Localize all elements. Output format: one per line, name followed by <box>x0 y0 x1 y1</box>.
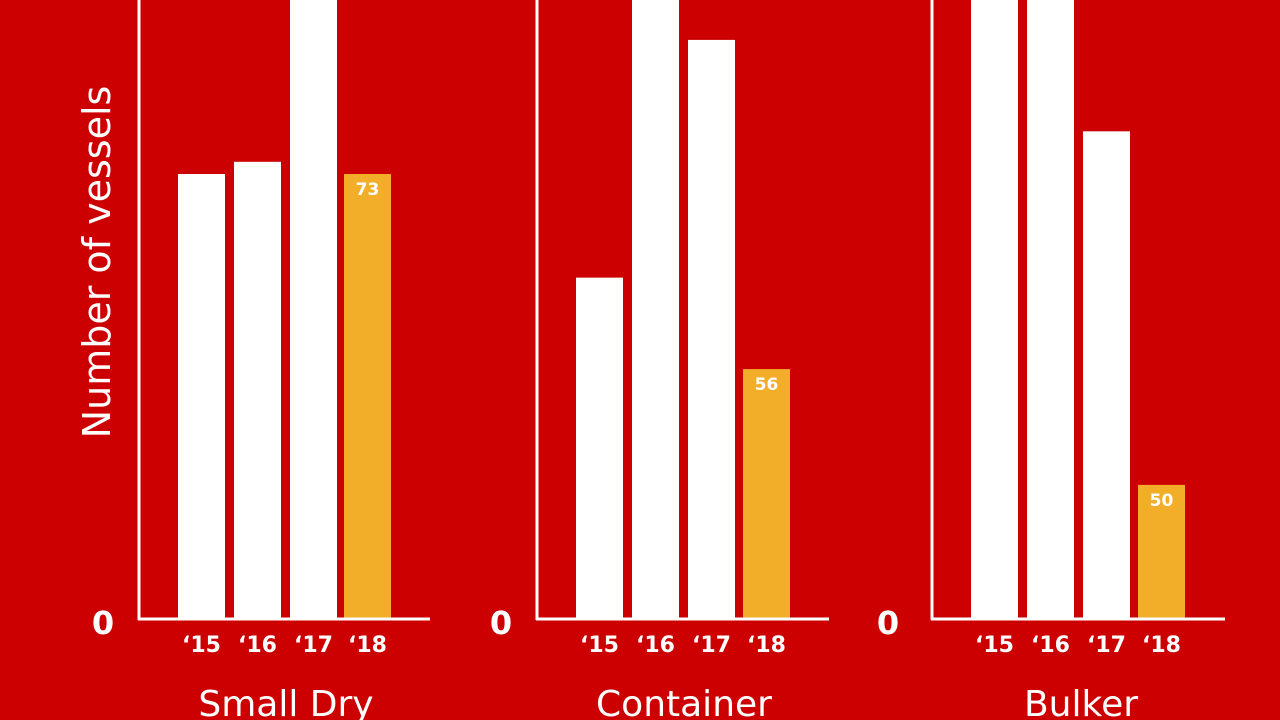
bar <box>1027 0 1074 619</box>
panel-title: Small Dry <box>198 684 373 720</box>
panel-bulker: ‘15 ‘16 ‘17 50 ‘18 0 Bulker <box>877 0 1225 720</box>
bar <box>971 0 1018 619</box>
data-label: 73 <box>356 180 380 200</box>
panel-title: Container <box>596 684 772 720</box>
bar <box>178 174 225 619</box>
chart-panels: ‘15 ‘16 ‘17 73 ‘18 0 Small Dry ‘15 ‘16 ‘17 56 ‘18 0 C… <box>92 0 1225 720</box>
y-axis-title: Number of vessels <box>75 86 119 439</box>
y-zero-label: 0 <box>877 604 899 642</box>
bar <box>688 39 735 620</box>
bar <box>344 174 391 619</box>
data-label: 50 <box>1150 491 1174 511</box>
bar <box>1083 131 1130 619</box>
y-zero-label: 0 <box>92 604 114 642</box>
y-zero-label: 0 <box>490 604 512 642</box>
x-tick-label: ‘17 <box>1087 633 1126 658</box>
x-tick-label: ‘18 <box>1142 633 1181 658</box>
x-tick-label: ‘15 <box>580 633 619 658</box>
x-tick-label: ‘18 <box>747 633 786 658</box>
bar <box>632 0 679 620</box>
panel-small-dry: ‘15 ‘16 ‘17 73 ‘18 0 Small Dry <box>92 0 430 720</box>
bar <box>234 161 281 619</box>
x-tick-label: ‘15 <box>975 633 1014 658</box>
bar <box>290 0 337 619</box>
x-tick-label: ‘16 <box>1031 633 1070 658</box>
data-label: 56 <box>755 375 779 395</box>
x-tick-label: ‘17 <box>692 633 731 658</box>
bar <box>743 369 790 619</box>
bar <box>1138 484 1185 619</box>
x-tick-label: ‘18 <box>348 633 387 658</box>
bar <box>576 277 623 619</box>
x-tick-label: ‘16 <box>238 633 277 658</box>
x-tick-label: ‘16 <box>636 633 675 658</box>
x-tick-label: ‘17 <box>294 633 333 658</box>
x-tick-label: ‘15 <box>182 633 221 658</box>
panel-container: ‘15 ‘16 ‘17 56 ‘18 0 Container <box>490 0 829 720</box>
panel-title: Bulker <box>1024 684 1138 720</box>
